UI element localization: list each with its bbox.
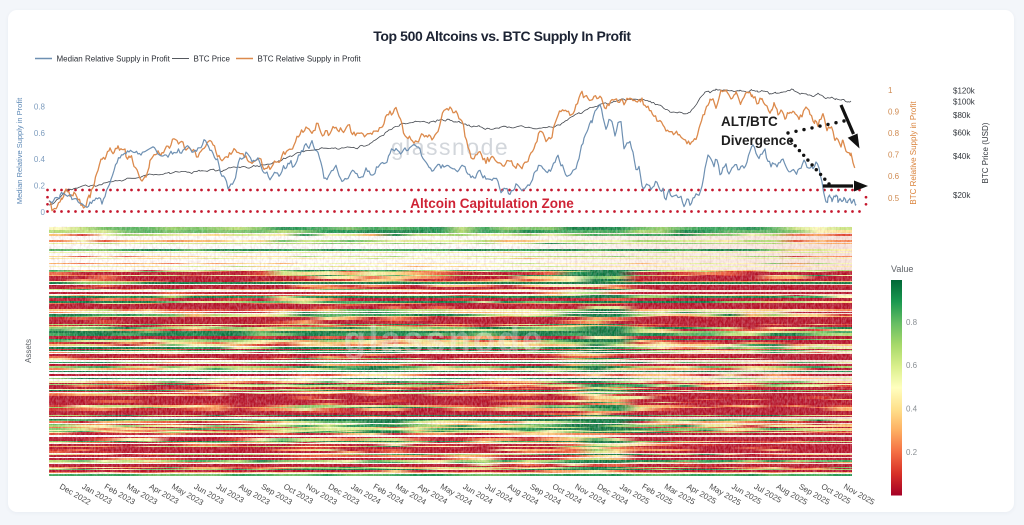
svg-text:BTC Relative Supply in Profit: BTC Relative Supply in Profit	[909, 101, 918, 205]
svg-text:Altcoin Capitulation Zone: Altcoin Capitulation Zone	[410, 196, 574, 211]
svg-text:$60k: $60k	[953, 128, 971, 137]
svg-text:Median Relative Supply in Prof: Median Relative Supply in Profit	[15, 97, 24, 204]
svg-text:0: 0	[41, 208, 46, 217]
svg-text:$120k: $120k	[953, 86, 976, 95]
svg-text:0.6: 0.6	[888, 172, 900, 181]
svg-text:0.8: 0.8	[34, 103, 46, 112]
svg-text:BTC Price: BTC Price	[194, 54, 231, 63]
svg-text:ALT/BTC: ALT/BTC	[721, 114, 778, 129]
svg-text:0.8: 0.8	[888, 129, 900, 138]
svg-text:Divergence: Divergence	[721, 133, 794, 148]
svg-text:Assets: Assets	[24, 339, 33, 363]
svg-text:0.6: 0.6	[906, 361, 918, 370]
svg-text:0.4: 0.4	[34, 155, 46, 164]
svg-text:0.2: 0.2	[34, 182, 46, 191]
svg-text:0.9: 0.9	[888, 107, 900, 116]
svg-text:0.4: 0.4	[906, 405, 918, 414]
svg-text:1: 1	[888, 86, 893, 95]
svg-text:0.2: 0.2	[906, 448, 918, 457]
svg-text:$40k: $40k	[953, 152, 971, 161]
svg-text:$80k: $80k	[953, 111, 971, 120]
svg-text:0.5: 0.5	[888, 194, 900, 203]
svg-text:BTC Price (USD): BTC Price (USD)	[981, 122, 990, 183]
svg-text:$100k: $100k	[953, 97, 976, 106]
svg-text:Value: Value	[891, 264, 913, 274]
svg-text:0.6: 0.6	[34, 129, 46, 138]
svg-text:BTC Relative Supply in Profit: BTC Relative Supply in Profit	[258, 54, 362, 63]
svg-text:$20k: $20k	[953, 191, 971, 200]
svg-text:0.8: 0.8	[906, 318, 918, 327]
svg-text:0.7: 0.7	[888, 151, 900, 160]
svg-text:Median Relative Supply in Prof: Median Relative Supply in Profit	[57, 54, 171, 63]
